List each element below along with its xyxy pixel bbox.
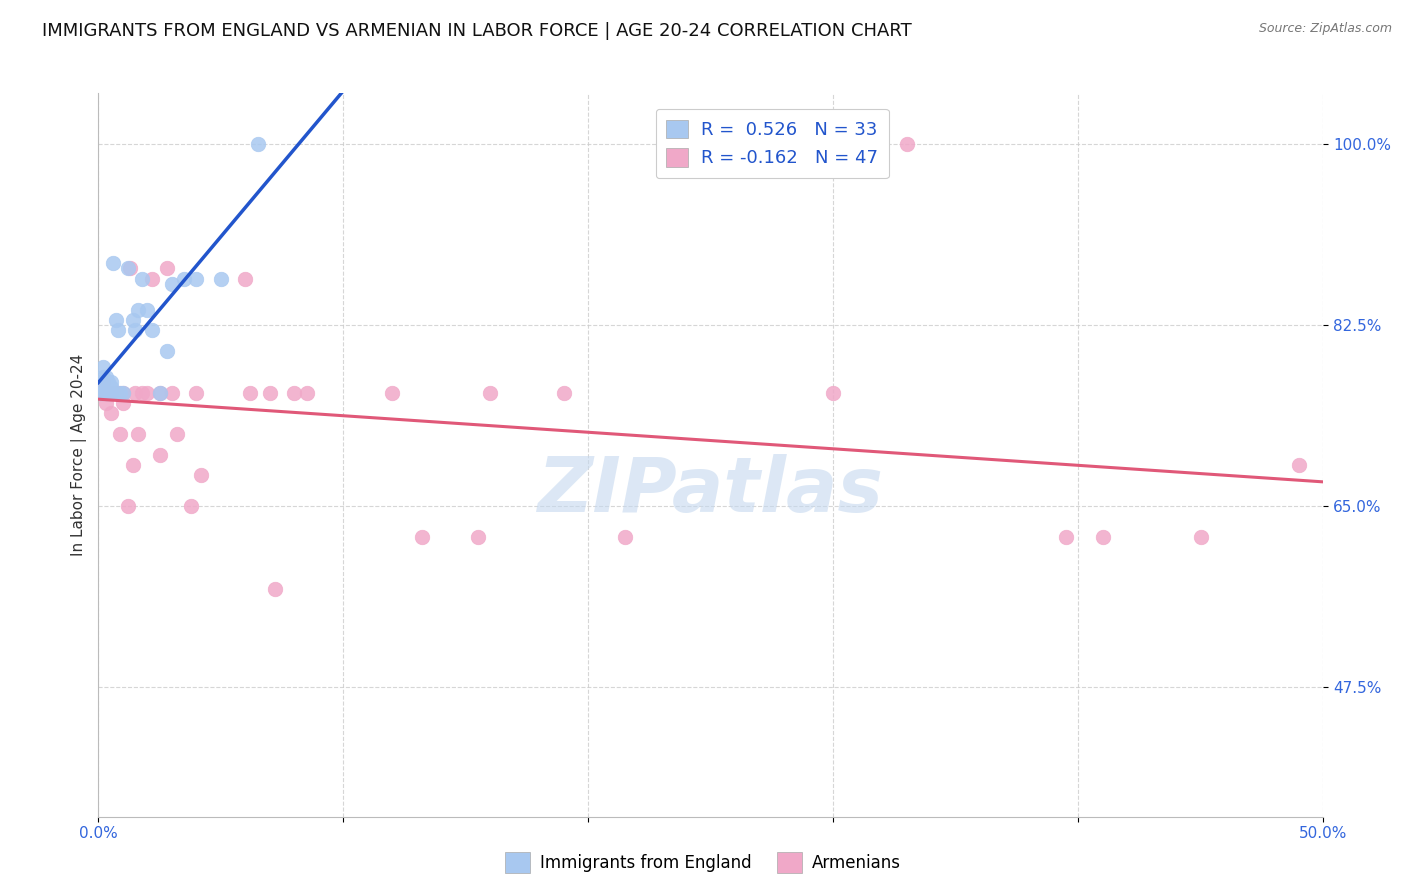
Point xyxy=(823,385,845,400)
Point xyxy=(100,406,122,420)
Point xyxy=(381,385,404,400)
Point xyxy=(110,426,132,441)
Point xyxy=(111,385,134,400)
Point xyxy=(141,272,163,286)
Point xyxy=(111,396,134,410)
Point xyxy=(246,137,269,152)
Point xyxy=(117,261,139,276)
Point xyxy=(94,396,117,410)
Point xyxy=(94,370,117,384)
Point xyxy=(101,385,124,400)
Point xyxy=(127,302,149,317)
Point xyxy=(160,277,183,291)
Point xyxy=(141,323,163,337)
Point xyxy=(233,272,256,286)
Point xyxy=(239,385,262,400)
Point xyxy=(107,323,129,337)
Point xyxy=(100,385,122,400)
Point xyxy=(166,426,188,441)
Point xyxy=(1054,530,1077,544)
Point xyxy=(97,385,120,400)
Point xyxy=(111,385,134,400)
Point xyxy=(90,385,112,400)
Y-axis label: In Labor Force | Age 20-24: In Labor Force | Age 20-24 xyxy=(72,353,87,556)
Point xyxy=(131,385,153,400)
Point xyxy=(186,272,208,286)
Point xyxy=(156,344,179,359)
Point xyxy=(127,426,149,441)
Point xyxy=(124,323,146,337)
Point xyxy=(190,468,212,483)
Point xyxy=(104,313,127,327)
Point xyxy=(149,448,172,462)
Point xyxy=(136,385,159,400)
Point xyxy=(121,458,143,472)
Point xyxy=(110,385,132,400)
Point xyxy=(101,256,124,270)
Point xyxy=(104,385,127,400)
Point xyxy=(97,380,120,394)
Point xyxy=(896,137,918,152)
Point xyxy=(120,261,142,276)
Point xyxy=(553,385,575,400)
Point xyxy=(283,385,305,400)
Legend: R =  0.526   N = 33, R = -0.162   N = 47: R = 0.526 N = 33, R = -0.162 N = 47 xyxy=(655,109,889,178)
Point xyxy=(149,385,172,400)
Point xyxy=(1288,458,1310,472)
Point xyxy=(259,385,281,400)
Point xyxy=(97,385,120,400)
Legend: Immigrants from England, Armenians: Immigrants from England, Armenians xyxy=(499,846,907,880)
Point xyxy=(479,385,502,400)
Point xyxy=(100,375,122,389)
Point xyxy=(91,385,114,400)
Text: Source: ZipAtlas.com: Source: ZipAtlas.com xyxy=(1258,22,1392,36)
Point xyxy=(91,375,114,389)
Point xyxy=(180,500,202,514)
Point xyxy=(97,375,120,389)
Point xyxy=(100,385,122,400)
Point xyxy=(124,385,146,400)
Point xyxy=(263,582,285,596)
Point xyxy=(1189,530,1212,544)
Point xyxy=(100,380,122,394)
Point xyxy=(107,385,129,400)
Point xyxy=(614,530,637,544)
Point xyxy=(295,385,318,400)
Point xyxy=(94,385,117,400)
Point xyxy=(90,375,112,389)
Point xyxy=(91,370,114,384)
Point xyxy=(94,385,117,400)
Point xyxy=(1091,530,1114,544)
Point xyxy=(90,385,112,400)
Point xyxy=(173,272,195,286)
Point xyxy=(156,261,179,276)
Point xyxy=(131,272,153,286)
Point xyxy=(136,302,159,317)
Text: IMMIGRANTS FROM ENGLAND VS ARMENIAN IN LABOR FORCE | AGE 20-24 CORRELATION CHART: IMMIGRANTS FROM ENGLAND VS ARMENIAN IN L… xyxy=(42,22,912,40)
Point xyxy=(467,530,489,544)
Point xyxy=(91,359,114,374)
Text: ZIPatlas: ZIPatlas xyxy=(538,454,884,528)
Point xyxy=(186,385,208,400)
Point xyxy=(94,375,117,389)
Point xyxy=(160,385,183,400)
Point xyxy=(411,530,433,544)
Point xyxy=(121,313,143,327)
Point xyxy=(117,500,139,514)
Point xyxy=(209,272,232,286)
Point xyxy=(149,385,172,400)
